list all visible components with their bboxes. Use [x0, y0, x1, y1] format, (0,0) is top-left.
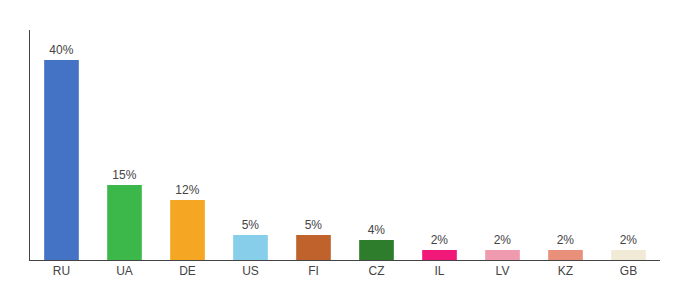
svg-text:CZ: CZ	[369, 264, 385, 278]
svg-text:US: US	[242, 264, 259, 278]
svg-text:2%: 2%	[494, 233, 512, 247]
svg-text:FI: FI	[308, 264, 319, 278]
svg-text:2%: 2%	[431, 233, 449, 247]
svg-text:5%: 5%	[305, 218, 323, 232]
svg-text:15%: 15%	[112, 168, 136, 182]
svg-text:RU: RU	[53, 264, 70, 278]
svg-text:GB: GB	[620, 264, 637, 278]
svg-text:2%: 2%	[557, 233, 575, 247]
svg-text:2%: 2%	[620, 233, 638, 247]
svg-text:DE: DE	[179, 264, 196, 278]
svg-text:40%: 40%	[49, 43, 73, 57]
svg-text:KZ: KZ	[558, 264, 573, 278]
svg-text:12%: 12%	[175, 183, 199, 197]
svg-text:4%: 4%	[368, 223, 386, 237]
svg-text:5%: 5%	[242, 218, 260, 232]
svg-text:IL: IL	[434, 264, 444, 278]
svg-text:LV: LV	[496, 264, 510, 278]
svg-text:UA: UA	[116, 264, 133, 278]
